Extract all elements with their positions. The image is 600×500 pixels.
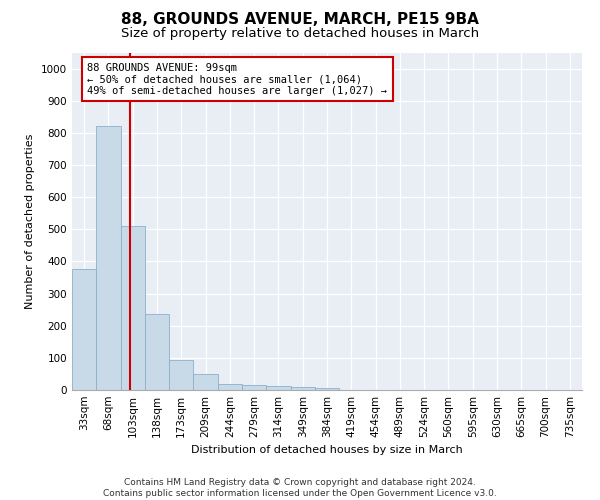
Bar (193, 374, 218, 390)
Bar (290, 388, 315, 390)
Bar (266, 386, 290, 390)
Text: Contains HM Land Registry data © Crown copyright and database right 2024.
Contai: Contains HM Land Registry data © Crown c… (103, 478, 497, 498)
Bar (72, 270, 96, 390)
Bar (242, 385, 266, 390)
Text: 88, GROUNDS AVENUE, MARCH, PE15 9BA: 88, GROUNDS AVENUE, MARCH, PE15 9BA (121, 12, 479, 28)
X-axis label: Distribution of detached houses by size in March: Distribution of detached houses by size … (191, 446, 463, 456)
Bar (145, 314, 169, 390)
Bar (218, 384, 242, 390)
Text: 88 GROUNDS AVENUE: 99sqm
← 50% of detached houses are smaller (1,064)
49% of sem: 88 GROUNDS AVENUE: 99sqm ← 50% of detach… (88, 62, 388, 96)
Text: Size of property relative to detached houses in March: Size of property relative to detached ho… (121, 28, 479, 40)
Bar (169, 360, 193, 390)
Bar (96, 126, 121, 390)
Y-axis label: Number of detached properties: Number of detached properties (25, 134, 35, 309)
Bar (121, 226, 145, 390)
Bar (315, 388, 339, 390)
